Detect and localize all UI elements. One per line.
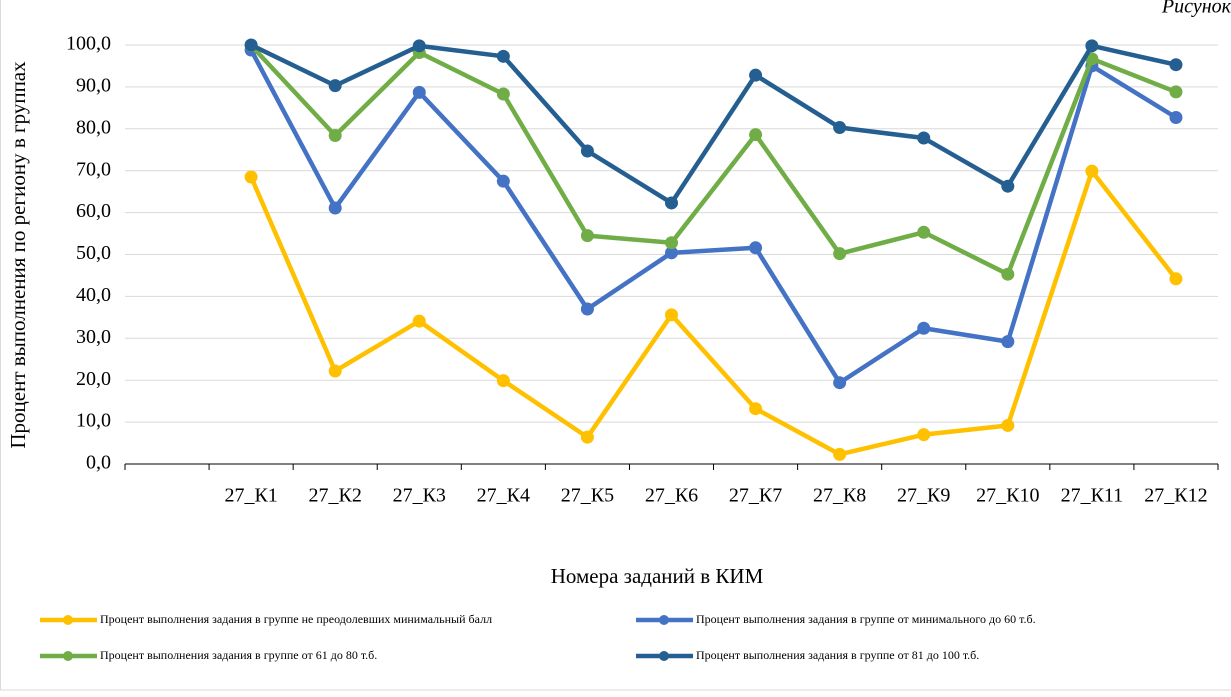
point — [244, 170, 258, 184]
legend-marker — [63, 615, 73, 625]
point — [749, 68, 763, 82]
point — [328, 201, 342, 215]
point — [328, 79, 342, 93]
x-tick-label: 27_К12 — [1144, 485, 1207, 507]
point — [496, 87, 510, 101]
point — [833, 121, 847, 135]
x-tick-label: 27_К6 — [645, 485, 698, 507]
point — [917, 225, 931, 239]
series-line — [249, 43, 1177, 277]
x-tick-label: 27_К4 — [477, 485, 530, 507]
x-tick-label: 27_К3 — [393, 485, 446, 507]
point — [665, 236, 678, 250]
x-tick-label: 27_К9 — [897, 485, 950, 507]
point — [917, 321, 931, 335]
x-axis-label: Номера заданий в КИМ — [551, 564, 764, 588]
legend-marker — [63, 651, 73, 661]
annotation: Рисунок — [1161, 0, 1231, 18]
y-tick-label: 70,0 — [76, 158, 111, 180]
point — [1001, 418, 1015, 432]
point — [580, 302, 594, 316]
y-tick-label: 10,0 — [76, 410, 111, 432]
point — [1169, 85, 1183, 99]
point — [665, 196, 678, 210]
y-tick-label: 60,0 — [76, 200, 111, 222]
y-tick-label: 40,0 — [76, 284, 111, 306]
legend-label: Процент выполнения задания в группе от м… — [696, 612, 1036, 626]
y-tick-label: 100,0 — [66, 33, 111, 55]
series-line — [249, 48, 1178, 385]
y-tick-label: 50,0 — [76, 242, 111, 264]
point — [496, 374, 510, 388]
point — [1001, 335, 1015, 349]
point — [1169, 58, 1183, 72]
legend-label: Процент выполнения задания в группе не п… — [100, 612, 492, 626]
point — [328, 364, 342, 378]
y-tick-label: 30,0 — [76, 326, 111, 348]
y-tick-label: 90,0 — [76, 74, 111, 96]
legend-marker — [659, 615, 669, 625]
point — [1001, 179, 1015, 193]
x-tick-label: 27_К8 — [813, 485, 866, 507]
legend-label: Процент выполнения задания в группе от 6… — [100, 648, 377, 662]
point — [496, 174, 510, 188]
x-tick-label: 27_К10 — [976, 485, 1039, 507]
point — [917, 428, 931, 442]
point — [244, 38, 258, 52]
point — [665, 308, 678, 322]
point — [833, 376, 847, 390]
point — [665, 246, 678, 260]
point — [1085, 39, 1099, 53]
x-tick-label: 27_К1 — [224, 485, 277, 507]
series-line — [250, 42, 1177, 206]
y-tick-label: 0,0 — [86, 452, 111, 474]
point — [580, 229, 594, 243]
x-tick-label: 27_К7 — [729, 485, 782, 507]
point — [412, 85, 426, 99]
x-tick-label: 27_К11 — [1061, 485, 1124, 507]
point — [1001, 267, 1015, 281]
point — [749, 241, 763, 255]
point — [496, 49, 510, 63]
point — [412, 39, 426, 53]
point — [580, 144, 594, 158]
point — [1169, 110, 1183, 124]
point — [580, 430, 594, 444]
y-axis-label: Процент выполнения по региону в группах — [6, 61, 30, 449]
legend-label: Процент выполнения задания в группе от 8… — [696, 648, 979, 662]
point — [833, 447, 847, 461]
y-tick-label: 20,0 — [76, 368, 111, 390]
point — [749, 128, 763, 142]
x-tick-label: 27_К2 — [309, 485, 362, 507]
point — [1085, 164, 1099, 178]
legend-marker — [659, 651, 669, 661]
point — [412, 314, 426, 328]
point — [328, 129, 342, 143]
series-line — [249, 168, 1178, 457]
point — [1169, 272, 1183, 286]
x-tick-label: 27_К5 — [561, 485, 614, 507]
point — [833, 247, 847, 261]
y-tick-label: 80,0 — [76, 116, 111, 138]
point — [917, 131, 931, 145]
point — [749, 402, 763, 416]
